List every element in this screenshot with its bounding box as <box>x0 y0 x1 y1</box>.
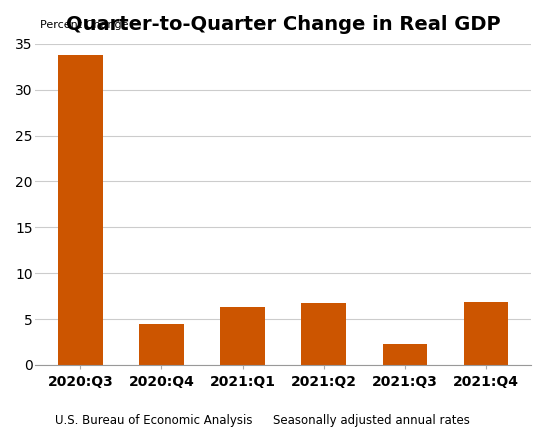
Bar <box>220 307 265 365</box>
Title: Quarter-to-Quarter Change in Real GDP: Quarter-to-Quarter Change in Real GDP <box>66 15 501 34</box>
Text: Seasonally adjusted annual rates: Seasonally adjusted annual rates <box>273 414 470 427</box>
Bar <box>301 303 346 365</box>
Bar <box>464 302 508 365</box>
Bar <box>58 55 103 365</box>
Text: Percent Change: Percent Change <box>40 20 128 30</box>
Text: U.S. Bureau of Economic Analysis: U.S. Bureau of Economic Analysis <box>55 414 252 427</box>
Bar <box>383 344 428 365</box>
Bar <box>139 324 184 365</box>
